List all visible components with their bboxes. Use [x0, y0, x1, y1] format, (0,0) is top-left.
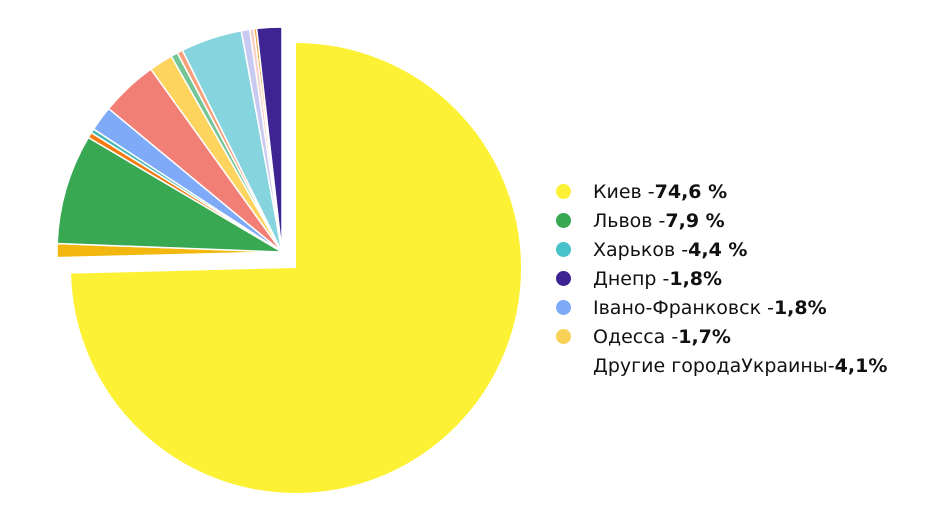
legend-label: Киев -	[593, 180, 655, 203]
pie-slice-0	[71, 43, 522, 493]
legend-label: Львов -	[593, 209, 666, 232]
legend-value: 7,9 %	[665, 209, 725, 232]
legend-dot-icon	[556, 242, 571, 257]
legend-item-kharkiv: Харьков - 4,4 %	[556, 235, 887, 264]
legend-value: 4,4 %	[688, 238, 748, 261]
legend-dot-icon	[556, 213, 571, 228]
legend-value: 1,8%	[669, 267, 723, 290]
pie-slice-14	[255, 26, 283, 253]
legend-dot-icon	[556, 358, 571, 373]
legend-value: 1,7%	[678, 325, 731, 348]
legend-item-dnipro: Днепр - 1,8%	[556, 264, 887, 293]
legend-label: Днепр -	[593, 267, 670, 290]
legend-value: 1,8%	[773, 296, 827, 319]
legend-label: Другие городаУкраины-	[593, 354, 835, 377]
legend-value: 74,6 %	[654, 180, 728, 203]
chart-legend: Киев - 74,6 % Львов - 7,9 % Харьков - 4,…	[556, 177, 887, 380]
pie-slice-2	[56, 136, 283, 253]
legend-label: Івано-Франковск -	[593, 296, 774, 319]
legend-dot-icon	[556, 329, 571, 344]
legend-label: Харьков -	[593, 238, 689, 261]
legend-value: 4,1%	[834, 354, 888, 377]
legend-dot-icon	[556, 271, 571, 286]
legend-item-odesa: Одесса - 1,7%	[556, 322, 887, 351]
legend-item-ivano-frankivsk: Івано-Франковск - 1,8%	[556, 293, 887, 322]
legend-dot-icon	[556, 300, 571, 315]
legend-item-lviv: Львов - 7,9 %	[556, 206, 887, 235]
legend-item-other: Другие городаУкраины- 4,1%	[556, 351, 887, 380]
legend-label: Одесса -	[593, 325, 679, 348]
legend-item-kiev: Киев - 74,6 %	[556, 177, 887, 206]
legend-dot-icon	[556, 184, 571, 199]
